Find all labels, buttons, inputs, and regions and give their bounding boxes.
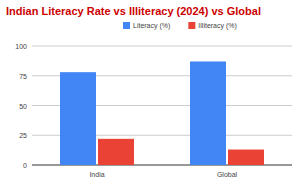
y-tick-label: 25 (19, 132, 27, 139)
y-tick-label: 0 (23, 162, 27, 169)
y-tick-label: 100 (15, 43, 27, 50)
legend-label: Literacy (%) (133, 22, 170, 30)
x-tick-label: Global (217, 171, 238, 178)
grid-line (32, 46, 292, 47)
bar (228, 150, 264, 165)
title: Indian Literacy Rate vs Illiteracy (2024… (6, 5, 261, 17)
bar (190, 61, 226, 165)
y-tick-label: 50 (19, 103, 27, 110)
legend-label: Illiteracy (%) (198, 22, 237, 30)
bar (60, 72, 96, 165)
x-tick-label: India (89, 171, 104, 178)
bar (98, 139, 134, 165)
chart: Indian Literacy Rate vs Illiteracy (2024… (0, 0, 300, 185)
legend-swatch (188, 22, 195, 29)
y-tick-label: 75 (19, 73, 27, 80)
bars (60, 61, 264, 165)
legend-swatch (123, 22, 130, 29)
